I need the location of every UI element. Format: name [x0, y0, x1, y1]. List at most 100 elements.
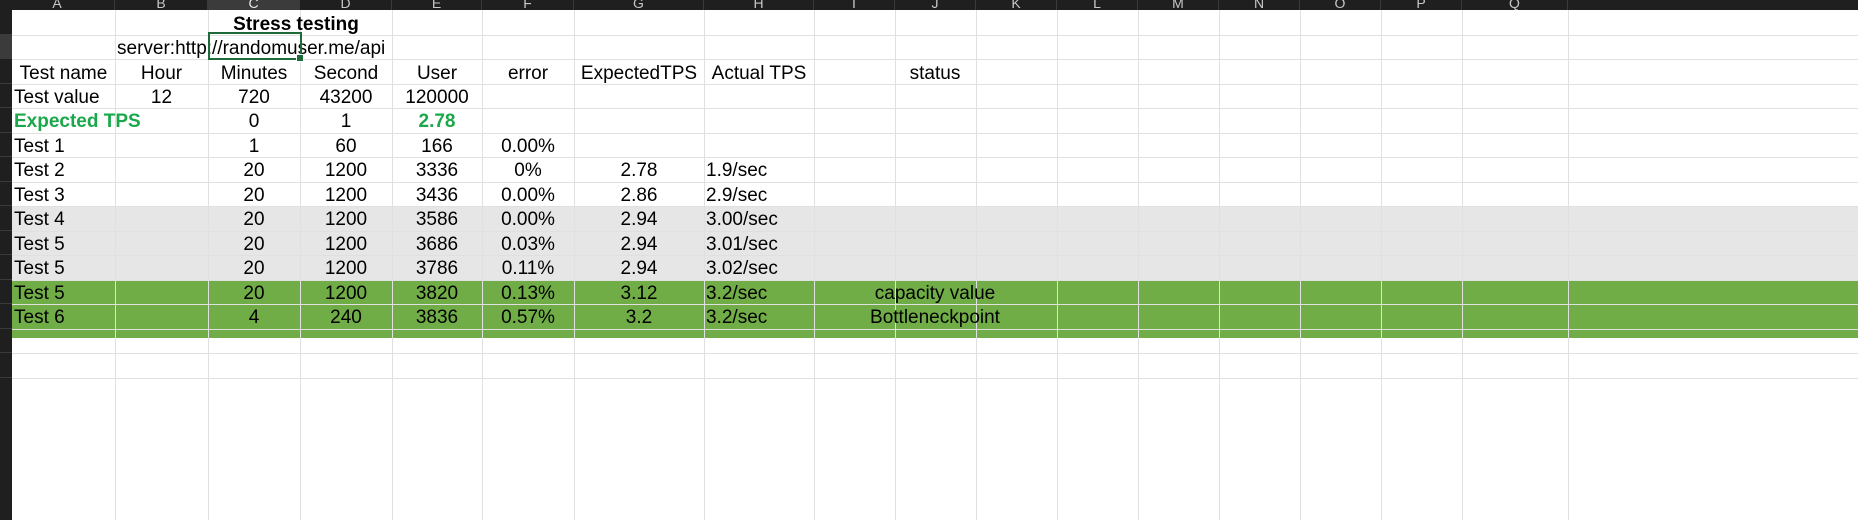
row-header-cell[interactable] — [0, 182, 12, 206]
row-header-cell[interactable] — [0, 329, 12, 353]
test-row-actual-cell[interactable]: 3.01/sec — [706, 234, 778, 255]
test-row-second-cell[interactable]: 240 — [330, 307, 362, 328]
test-row-error-cell[interactable]: 0.13% — [501, 283, 555, 304]
column-header-e[interactable]: E — [392, 0, 482, 10]
row-header-cell[interactable] — [0, 10, 12, 35]
test-value-minutes[interactable]: 720 — [238, 87, 270, 108]
test-row-error-cell[interactable]: 0.00% — [501, 209, 555, 230]
spreadsheet-grid[interactable]: Stress testing server:http://randomuser.… — [12, 10, 1858, 520]
header-expected-tps[interactable]: ExpectedTPS — [580, 63, 698, 84]
row-header-cell[interactable] — [0, 59, 12, 84]
test-row-second-cell[interactable]: 1200 — [324, 160, 368, 181]
test-row-minutes-cell[interactable]: 20 — [243, 258, 265, 279]
test-row-second-cell[interactable]: 1200 — [324, 234, 368, 255]
column-header-g[interactable]: G — [574, 0, 704, 10]
fill-handle[interactable] — [296, 54, 304, 62]
test-value-second[interactable]: 43200 — [319, 87, 373, 108]
test-row-expected-cell[interactable]: 3.12 — [620, 283, 658, 304]
column-header-f[interactable]: F — [482, 0, 574, 10]
test-row-user-cell[interactable]: 3820 — [415, 283, 459, 304]
test-row-expected-cell[interactable]: 3.2 — [625, 307, 653, 328]
test-row-error-cell[interactable]: 0.03% — [501, 234, 555, 255]
expected-tps-label[interactable]: Expected TPS — [14, 111, 141, 132]
server-url-cell[interactable]: server:http://randomuser.me/api — [117, 38, 386, 59]
test-row-expected-cell[interactable]: 2.78 — [620, 160, 658, 181]
test-row-name-cell[interactable]: Test 2 — [14, 160, 65, 181]
test-row-actual-cell[interactable]: 3.02/sec — [706, 258, 778, 279]
test-row-second-cell[interactable]: 1200 — [324, 258, 368, 279]
header-minutes[interactable]: Minutes — [220, 63, 288, 84]
column-header-q[interactable]: Q — [1462, 0, 1568, 10]
column-header-c[interactable]: C — [208, 0, 300, 10]
test-row-minutes-cell[interactable]: 20 — [243, 209, 265, 230]
header-status[interactable]: status — [909, 63, 961, 84]
test-row-second-cell[interactable]: 1200 — [324, 185, 368, 206]
test-row-user-cell[interactable]: 3336 — [415, 160, 459, 181]
row-header-cell[interactable] — [0, 231, 12, 255]
column-header-l[interactable]: L — [1057, 0, 1138, 10]
test-row-status-cell[interactable]: capacity value — [874, 283, 996, 304]
row-header-cell[interactable] — [0, 353, 12, 378]
header-hour[interactable]: Hour — [140, 63, 183, 84]
test-row-user-cell[interactable]: 3436 — [415, 185, 459, 206]
header-error[interactable]: error — [507, 63, 549, 84]
header-test-name[interactable]: Test name — [19, 63, 108, 84]
test-row-minutes-cell[interactable]: 4 — [248, 307, 260, 328]
row-header-cell[interactable] — [0, 255, 12, 280]
test-row-name-cell[interactable]: Test 1 — [14, 136, 65, 157]
column-header-k[interactable]: K — [976, 0, 1057, 10]
sheet-title[interactable]: Stress testing — [233, 14, 359, 35]
active-cell-selection[interactable] — [208, 32, 304, 62]
column-header-h[interactable]: H — [704, 0, 814, 10]
test-row-error-cell[interactable]: 0.00% — [501, 136, 555, 157]
test-row-user-cell[interactable]: 3786 — [415, 258, 459, 279]
test-value-label[interactable]: Test value — [14, 87, 100, 108]
row-header-cell[interactable] — [0, 108, 12, 133]
test-row-minutes-cell[interactable]: 20 — [243, 160, 265, 181]
test-row-expected-cell[interactable]: 2.94 — [620, 258, 658, 279]
test-row-minutes-cell[interactable]: 20 — [243, 283, 265, 304]
row-header-cell[interactable] — [0, 157, 12, 182]
test-row-error-cell[interactable]: 0% — [514, 160, 542, 181]
test-row-minutes-cell[interactable]: 20 — [243, 234, 265, 255]
column-header-j[interactable]: J — [895, 0, 976, 10]
row-header-cell[interactable] — [0, 84, 12, 108]
header-second[interactable]: Second — [313, 63, 379, 84]
test-row-minutes-cell[interactable]: 1 — [248, 136, 260, 157]
test-row-error-cell[interactable]: 0.00% — [501, 185, 555, 206]
test-row-user-cell[interactable]: 3686 — [415, 234, 459, 255]
test-row-second-cell[interactable]: 60 — [335, 136, 357, 157]
row-header-cell[interactable] — [0, 280, 12, 304]
test-row-name-cell[interactable]: Test 5 — [14, 234, 65, 255]
header-user[interactable]: User — [416, 63, 458, 84]
test-row-name-cell[interactable]: Test 5 — [14, 258, 65, 279]
expected-tps-minutes[interactable]: 0 — [248, 111, 260, 132]
test-row-second-cell[interactable]: 1200 — [324, 283, 368, 304]
test-row-expected-cell[interactable]: 2.94 — [620, 209, 658, 230]
expected-tps-user[interactable]: 2.78 — [418, 111, 456, 132]
test-row-second-cell[interactable]: 1200 — [324, 209, 368, 230]
test-row-actual-cell[interactable]: 3.2/sec — [706, 307, 768, 328]
column-header-n[interactable]: N — [1219, 0, 1300, 10]
test-row-actual-cell[interactable]: 3.2/sec — [706, 283, 768, 304]
column-header-o[interactable]: O — [1300, 0, 1381, 10]
test-value-hour[interactable]: 12 — [150, 87, 173, 108]
row-header-cell[interactable] — [0, 304, 12, 329]
column-header-m[interactable]: M — [1138, 0, 1219, 10]
column-header-b[interactable]: B — [115, 0, 208, 10]
row-header-cell[interactable] — [0, 206, 12, 231]
test-row-name-cell[interactable]: Test 3 — [14, 185, 65, 206]
column-header-i[interactable]: I — [814, 0, 895, 10]
test-row-expected-cell[interactable]: 2.94 — [620, 234, 658, 255]
row-header-cell[interactable] — [0, 133, 12, 157]
column-header-a[interactable]: A — [0, 0, 115, 10]
test-row-name-cell[interactable]: Test 6 — [14, 307, 65, 328]
test-row-error-cell[interactable]: 0.57% — [501, 307, 555, 328]
test-row-name-cell[interactable]: Test 5 — [14, 283, 65, 304]
test-row-status-cell[interactable]: Bottleneckpoint — [870, 307, 1000, 328]
test-row-expected-cell[interactable]: 2.86 — [620, 185, 658, 206]
test-row-actual-cell[interactable]: 3.00/sec — [706, 209, 778, 230]
test-row-user-cell[interactable]: 3836 — [415, 307, 459, 328]
header-actual-tps[interactable]: Actual TPS — [711, 63, 807, 84]
test-row-actual-cell[interactable]: 2.9/sec — [706, 185, 768, 206]
